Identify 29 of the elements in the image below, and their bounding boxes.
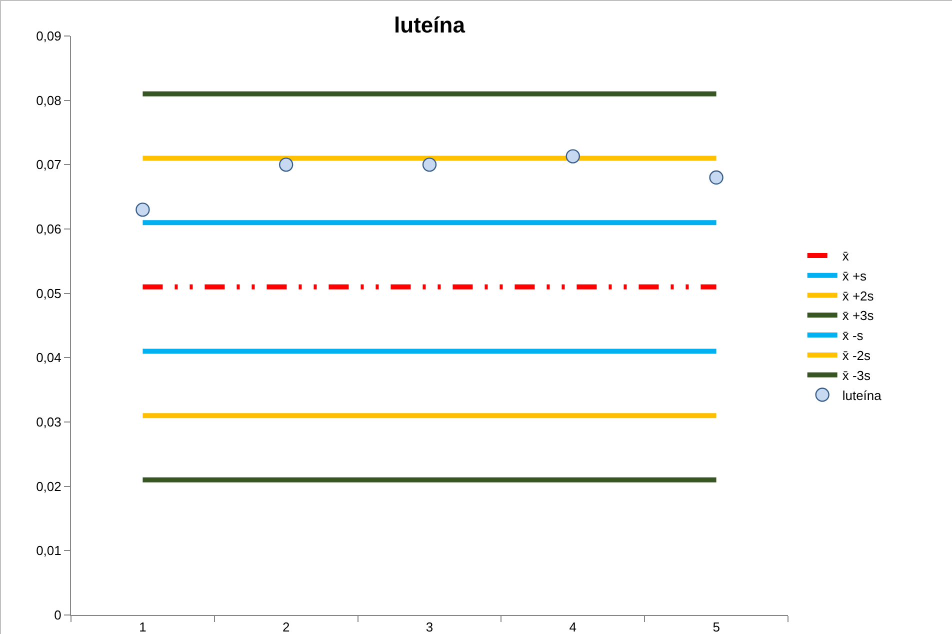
- x-tick-label: 2: [282, 620, 290, 634]
- legend-label: luteína: [842, 388, 882, 403]
- y-tick-label: 0,04: [36, 350, 62, 366]
- legend-label: x̄ -3s: [842, 368, 872, 383]
- y-tick-label: 0,02: [36, 478, 62, 494]
- y-tick-label: 0,03: [36, 414, 62, 430]
- legend-label: x̄ +2s: [842, 288, 874, 304]
- x-tick-label: 3: [426, 620, 434, 634]
- x-tick-label: 4: [569, 620, 577, 634]
- chart-title: luteína: [394, 12, 466, 38]
- y-tick-label: 0,08: [36, 92, 62, 108]
- point: [709, 170, 724, 185]
- legend-label: x̄ +s: [842, 268, 868, 284]
- y-tick-label: 0,01: [36, 543, 62, 558]
- y-tick-label: 0,07: [36, 157, 62, 172]
- x-tick-label: 5: [712, 620, 720, 634]
- legend-label: x̄: [842, 248, 850, 264]
- point: [566, 149, 580, 164]
- point: [422, 158, 437, 172]
- point: [136, 202, 150, 217]
- point: [279, 158, 294, 172]
- x-tick-label: 1: [139, 620, 146, 634]
- legend-label: x̄ -2s: [842, 348, 872, 364]
- y-tick-label: 0,06: [36, 222, 62, 237]
- y-tick-label: 0,09: [36, 28, 62, 44]
- legend-label: x̄ +3s: [842, 308, 874, 324]
- y-tick-label: 0: [54, 608, 62, 623]
- legend-label: x̄ -s: [842, 328, 864, 344]
- y-tick-label: 0,05: [36, 286, 62, 301]
